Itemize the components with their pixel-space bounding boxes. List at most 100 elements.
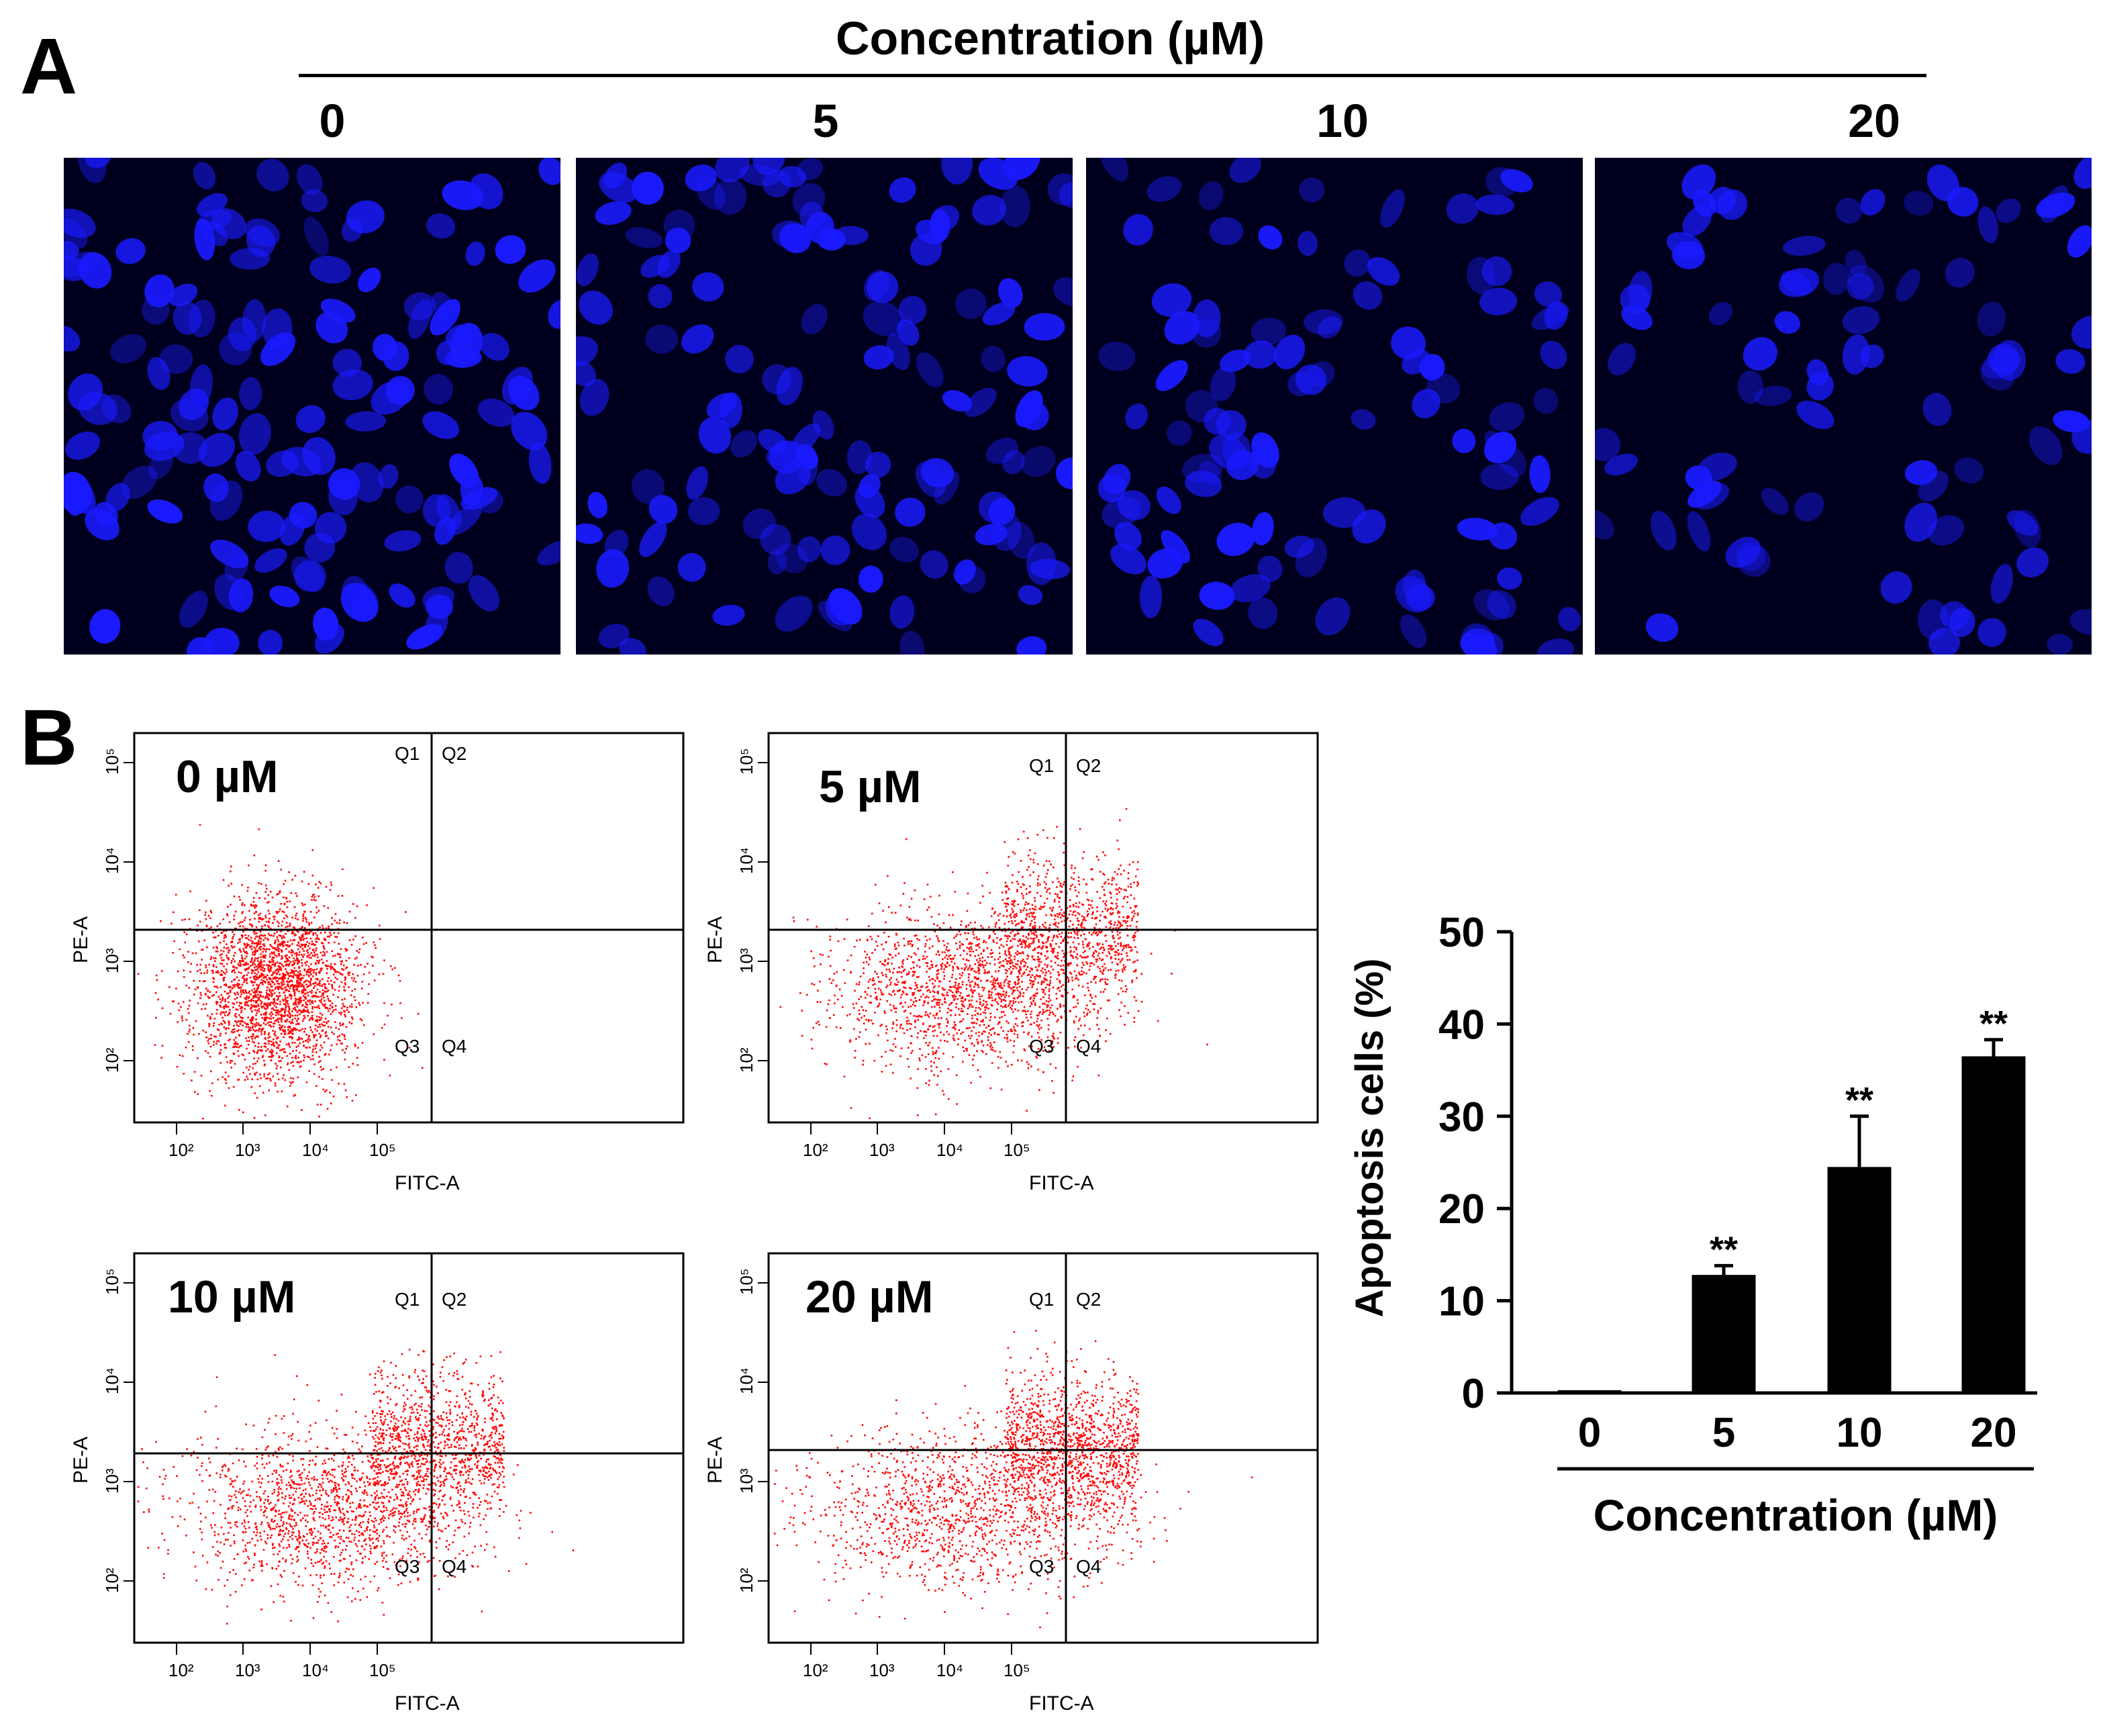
flow-event <box>1118 891 1120 894</box>
cell-nucleus <box>1980 358 2014 391</box>
flow-event <box>292 1081 294 1083</box>
flow-event <box>245 963 248 965</box>
flow-event <box>888 993 891 995</box>
flow-event <box>268 1024 271 1026</box>
flow-event <box>1104 988 1106 991</box>
quadrant-q3-label: Q3 <box>395 1036 420 1057</box>
cell-nucleus <box>865 451 891 478</box>
cell-nucleus <box>2040 185 2069 224</box>
flow-event <box>1019 967 1022 969</box>
flow-event <box>942 1094 945 1096</box>
flow-event <box>324 939 327 941</box>
flow-event <box>401 1017 403 1019</box>
flow-event <box>901 1027 904 1030</box>
flow-event <box>282 944 284 947</box>
flow-event <box>284 994 286 997</box>
cell-nucleus <box>258 630 283 655</box>
flow-event <box>1096 943 1099 945</box>
flow-event <box>291 1057 293 1059</box>
flow-event <box>1119 819 1121 822</box>
cell-nucleus <box>1500 168 1533 193</box>
flow-event <box>1034 937 1036 940</box>
flow-event <box>328 1010 330 1012</box>
cell-nucleus <box>1540 340 1567 369</box>
flow-event <box>272 977 275 980</box>
flow-event <box>1102 943 1104 946</box>
flow-event <box>1115 903 1118 905</box>
cell-nucleus <box>478 398 515 427</box>
flow-event <box>882 993 885 996</box>
panel-a-letter: A <box>20 22 78 111</box>
flow-event <box>912 961 914 963</box>
cell-nucleus <box>120 465 158 499</box>
flow-event <box>1025 901 1027 904</box>
flow-event <box>251 964 254 966</box>
flow-event <box>295 998 297 1000</box>
flow-event <box>311 1055 314 1057</box>
flow-event <box>256 942 258 944</box>
flow-event <box>290 1061 292 1064</box>
flow-event <box>1016 990 1019 992</box>
flow-event <box>908 1006 910 1008</box>
flow-event <box>989 934 991 937</box>
flow-event <box>999 1021 1001 1023</box>
cell-nucleus <box>982 301 1016 326</box>
flow-event <box>967 959 970 962</box>
flow-event <box>1050 945 1052 947</box>
cell-nucleus <box>480 333 509 361</box>
flow-event <box>257 1046 260 1048</box>
flow-event <box>169 1012 172 1015</box>
flow-event <box>1137 1010 1140 1012</box>
flow-y-tick-label: 10⁵ <box>102 748 122 775</box>
flow-event <box>260 1077 262 1079</box>
flow-event <box>304 946 306 948</box>
flow-event <box>383 959 385 961</box>
flow-event <box>1087 990 1090 992</box>
flow-event <box>1091 879 1094 881</box>
flow-event <box>281 984 283 987</box>
flow-event <box>192 1049 194 1051</box>
cell-nucleus <box>266 450 299 477</box>
flow-event <box>317 956 319 959</box>
flow-event <box>983 969 986 971</box>
flow-event <box>1038 875 1040 877</box>
flow-event <box>226 957 228 959</box>
flow-event <box>241 912 243 914</box>
flow-event <box>1019 991 1021 994</box>
flow-event <box>985 1001 987 1003</box>
flow-event <box>242 977 244 979</box>
flow-event <box>296 953 298 955</box>
flow-event <box>1022 935 1024 937</box>
flow-event <box>215 957 217 959</box>
flow-event <box>255 935 257 938</box>
flow-event <box>199 920 201 923</box>
flow-event <box>284 997 287 999</box>
cell-nucleus <box>1904 460 1938 485</box>
flow-event <box>219 1032 222 1034</box>
flow-event <box>261 918 263 921</box>
flow-event <box>943 975 946 977</box>
flow-event <box>879 961 881 963</box>
flow-event <box>275 1041 277 1043</box>
flow-event <box>1058 901 1060 903</box>
flow-event <box>248 1028 250 1030</box>
flow-event <box>315 962 317 964</box>
cell-nucleus <box>65 431 100 460</box>
flow-event <box>276 931 278 933</box>
cell-nucleus <box>179 590 208 628</box>
flow-event <box>887 906 890 908</box>
flow-event <box>1081 857 1084 859</box>
flow-event <box>254 981 256 983</box>
flow-event <box>316 953 318 956</box>
flow-event <box>279 945 281 947</box>
flow-event <box>940 1070 942 1073</box>
flow-event <box>1039 883 1041 885</box>
flow-event <box>350 1003 353 1006</box>
flow-event <box>1010 959 1012 961</box>
flow-event <box>273 1004 276 1007</box>
cell-nucleus <box>235 450 261 482</box>
flow-event <box>289 1016 291 1018</box>
flow-event <box>1010 1039 1012 1041</box>
flow-event <box>270 1079 272 1081</box>
flow-event <box>228 1075 230 1077</box>
